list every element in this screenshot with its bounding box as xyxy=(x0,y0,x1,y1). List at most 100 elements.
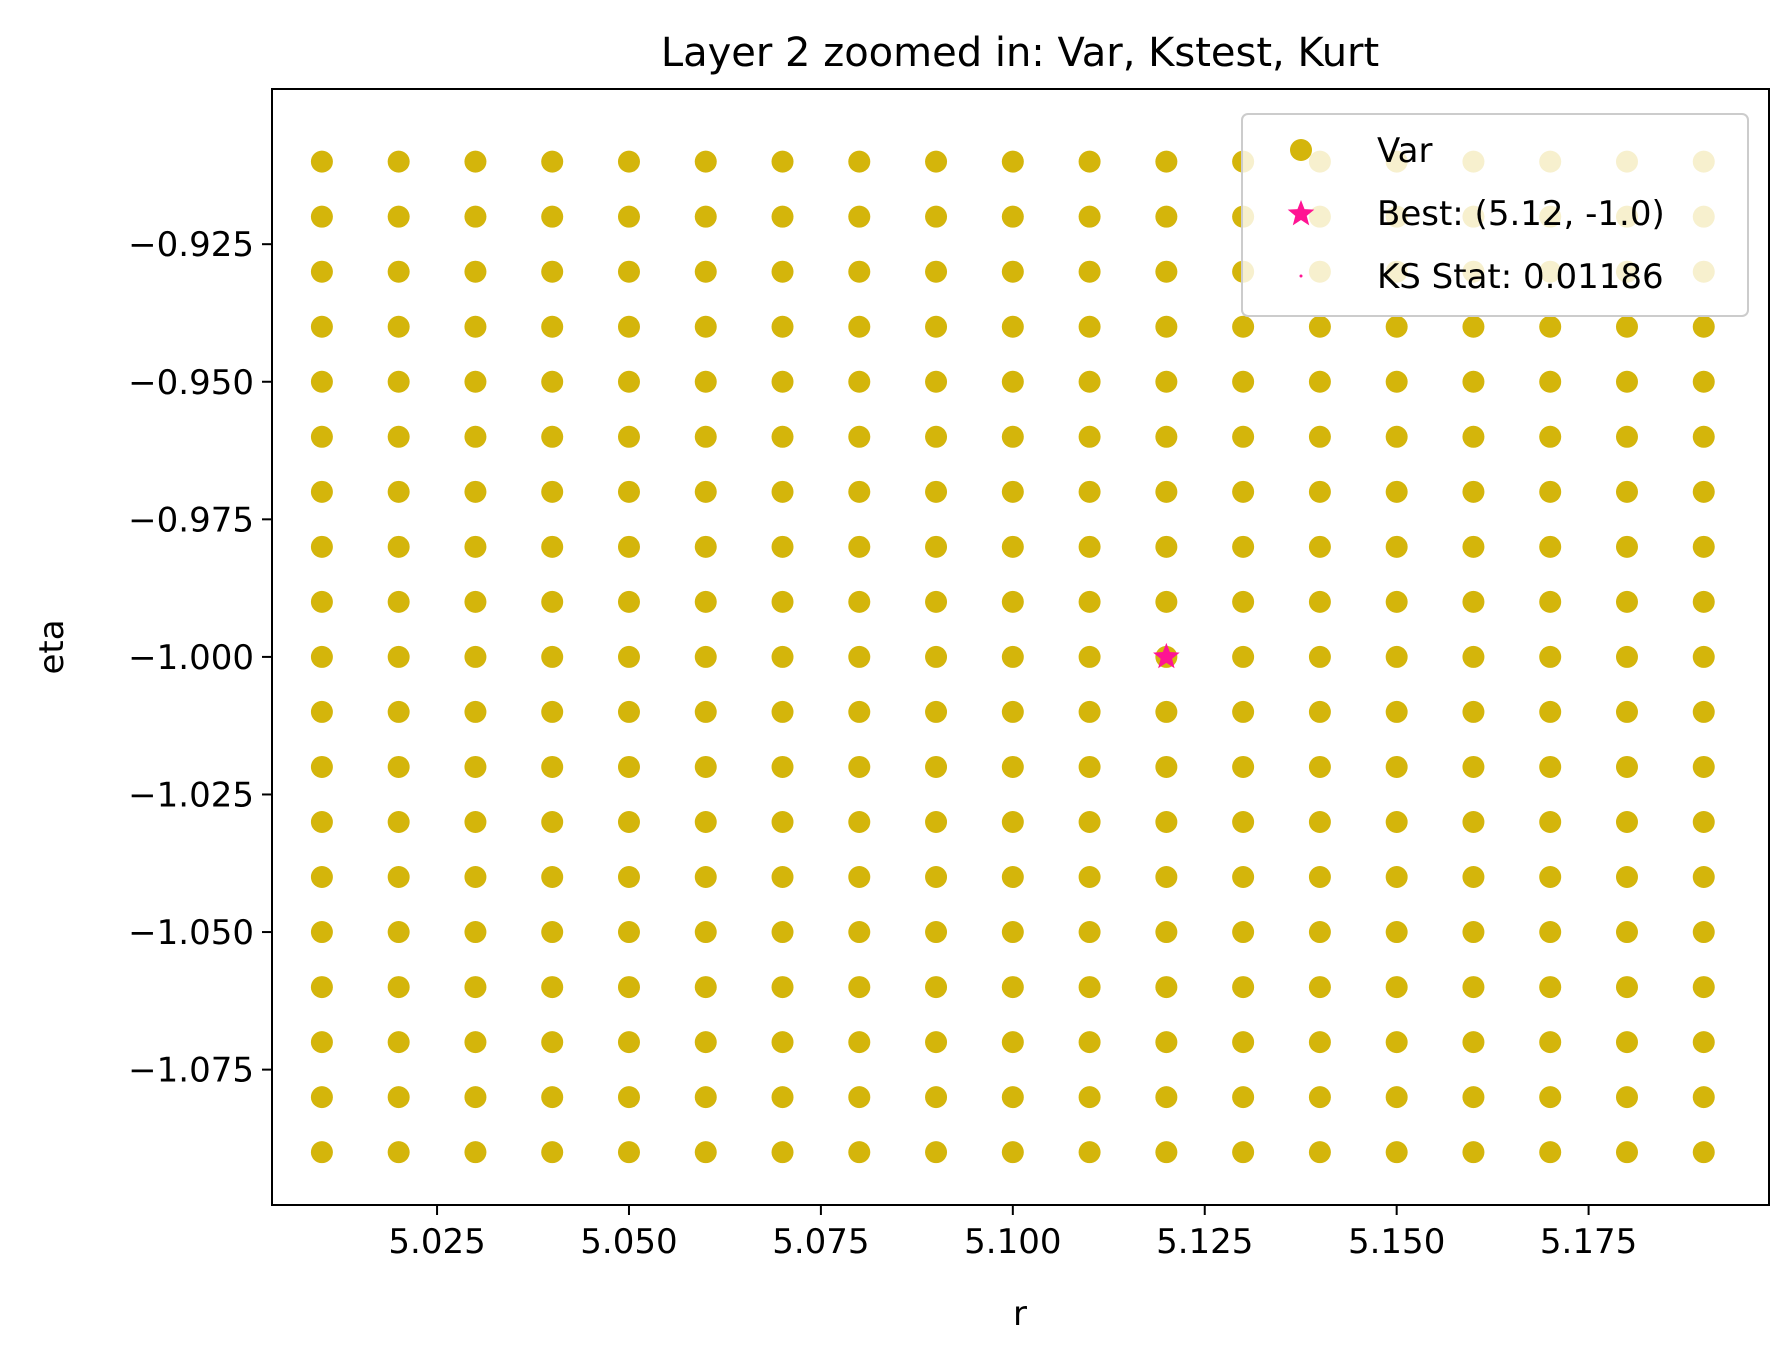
scatter-point xyxy=(848,480,871,503)
scatter-point xyxy=(1155,700,1178,723)
plot-border xyxy=(271,88,1770,1206)
scatter-point xyxy=(1001,1031,1024,1054)
scatter-point xyxy=(1462,1141,1485,1164)
scatter-point xyxy=(1155,370,1178,393)
scatter-point xyxy=(1462,755,1485,778)
scatter-point xyxy=(1615,755,1638,778)
scatter-point xyxy=(771,1031,794,1054)
scatter-point xyxy=(771,260,794,283)
scatter-point xyxy=(925,645,948,668)
scatter-point xyxy=(694,700,717,723)
scatter-point xyxy=(1462,810,1485,833)
x-tick-label: 5.175 xyxy=(1540,1222,1637,1262)
scatter-point xyxy=(1539,755,1562,778)
scatter-point xyxy=(387,1141,410,1164)
scatter-point xyxy=(617,1141,640,1164)
scatter-point xyxy=(541,260,564,283)
legend-box xyxy=(1241,113,1749,317)
scatter-point xyxy=(848,866,871,889)
scatter-point xyxy=(1385,1141,1408,1164)
x-axis-ticks: 5.025 5.050 5.075 5.100 5.125 5.150 5.175 xyxy=(388,1205,1637,1262)
scatter-point xyxy=(1615,645,1638,668)
scatter-point xyxy=(1155,866,1178,889)
scatter-point xyxy=(464,755,487,778)
scatter-point xyxy=(694,480,717,503)
y-tick-label: −0.950 xyxy=(128,363,254,403)
scatter-point xyxy=(771,1141,794,1164)
scatter-point xyxy=(310,260,333,283)
scatter-point xyxy=(1462,425,1485,448)
scatter-point xyxy=(848,1031,871,1054)
scatter-point xyxy=(310,150,333,173)
scatter-point xyxy=(1539,1141,1562,1164)
scatter-point xyxy=(1385,480,1408,503)
scatter-point xyxy=(848,205,871,228)
scatter-point xyxy=(541,866,564,889)
scatter-point xyxy=(1539,590,1562,613)
scatter-point xyxy=(925,315,948,338)
scatter-point xyxy=(1308,700,1331,723)
scatter-point xyxy=(771,150,794,173)
scatter-point xyxy=(1232,315,1255,338)
y-tick-label: −1.025 xyxy=(128,775,254,815)
scatter-point xyxy=(848,976,871,999)
scatter-point xyxy=(1232,810,1255,833)
scatter-point xyxy=(387,535,410,558)
scatter-point xyxy=(617,645,640,668)
scatter-point xyxy=(387,755,410,778)
scatter-point xyxy=(925,425,948,448)
scatter-point xyxy=(1155,480,1178,503)
scatter-point xyxy=(771,370,794,393)
scatter-point xyxy=(1539,810,1562,833)
scatter-point xyxy=(1001,480,1024,503)
scatter-point xyxy=(1232,425,1255,448)
scatter-point xyxy=(541,921,564,944)
scatter-point xyxy=(1001,315,1024,338)
x-tick-label: 5.075 xyxy=(772,1222,869,1262)
scatter-point xyxy=(310,810,333,833)
scatter-point xyxy=(617,921,640,944)
scatter-point xyxy=(1615,700,1638,723)
y-axis-title: eta xyxy=(32,619,72,674)
scatter-point xyxy=(1615,810,1638,833)
scatter-point xyxy=(1078,1031,1101,1054)
scatter-point xyxy=(541,315,564,338)
scatter-point xyxy=(310,370,333,393)
scatter-point xyxy=(1308,1031,1331,1054)
scatter-point xyxy=(464,150,487,173)
scatter-point xyxy=(848,700,871,723)
best-marker-layer xyxy=(1153,642,1180,669)
scatter-point xyxy=(1078,535,1101,558)
scatter-point xyxy=(1308,535,1331,558)
scatter-point xyxy=(694,590,717,613)
scatter-point xyxy=(310,315,333,338)
scatter-point xyxy=(1155,150,1178,173)
scatter-point xyxy=(541,645,564,668)
scatter-point xyxy=(387,1086,410,1109)
scatter-point xyxy=(1385,866,1408,889)
scatter-point xyxy=(1001,1141,1024,1164)
scatter-point xyxy=(1385,425,1408,448)
scatter-point xyxy=(771,976,794,999)
scatter-point xyxy=(1078,370,1101,393)
scatter-point xyxy=(541,535,564,558)
scatter-point xyxy=(1385,590,1408,613)
scatter-point xyxy=(1078,315,1101,338)
scatter-point xyxy=(387,370,410,393)
scatter-point xyxy=(1539,921,1562,944)
scatter-point xyxy=(617,480,640,503)
scatter-point xyxy=(694,1031,717,1054)
scatter-point xyxy=(1232,1031,1255,1054)
x-tick-label: 5.150 xyxy=(1348,1222,1445,1262)
scatter-point xyxy=(1308,976,1331,999)
scatter-point xyxy=(310,1031,333,1054)
scatter-point xyxy=(848,260,871,283)
scatter-point xyxy=(1078,810,1101,833)
scatter-point xyxy=(1615,921,1638,944)
scatter-point xyxy=(1308,1086,1331,1109)
legend: Var Best: (5.12, -1.0) KS Stat: 0.01186 xyxy=(1241,113,1749,317)
scatter-point xyxy=(1155,1031,1178,1054)
scatter-point xyxy=(1692,810,1715,833)
scatter-point xyxy=(771,425,794,448)
scatter-point xyxy=(310,1141,333,1164)
